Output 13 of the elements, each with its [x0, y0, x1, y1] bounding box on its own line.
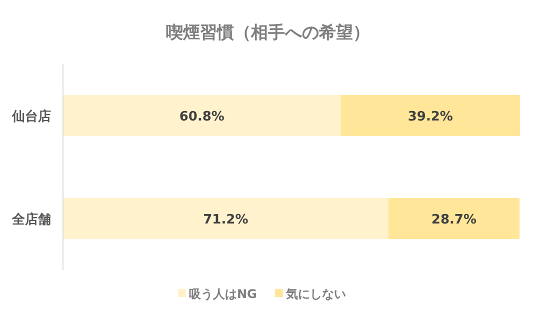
y-tick-label: 全店舗: [11, 212, 51, 228]
data-label: 71.2%: [203, 212, 248, 228]
y-tick-label: 仙台店: [11, 108, 51, 124]
bar: [63, 198, 388, 240]
title: 喫煙習慣（相手への希望）: [166, 23, 370, 43]
bar: [63, 94, 341, 136]
legend-label: 気にしない: [284, 287, 346, 301]
data-label: 39.2%: [408, 110, 453, 124]
data-label: 28.7%: [431, 212, 477, 228]
bar: [340, 94, 520, 136]
data-label: 60.8%: [179, 110, 224, 124]
legend-label: 吸う人はNG: [189, 287, 257, 301]
bar: [388, 198, 520, 240]
